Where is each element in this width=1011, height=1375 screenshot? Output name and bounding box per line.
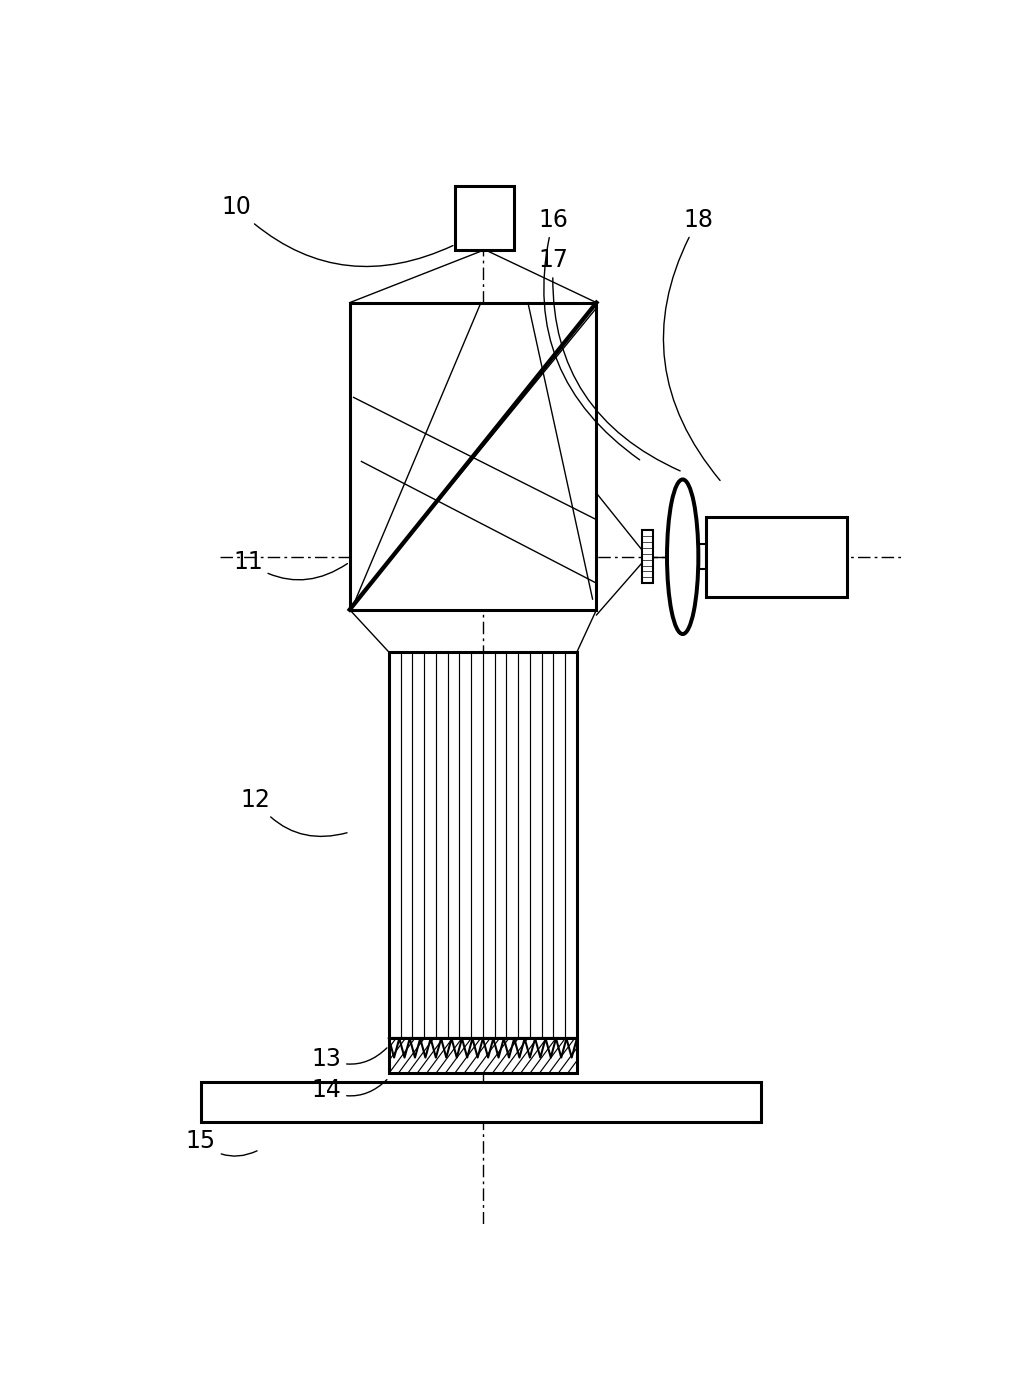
Bar bbox=[389, 1038, 577, 1074]
Bar bbox=[642, 531, 653, 583]
Text: 15: 15 bbox=[186, 1129, 257, 1156]
Bar bbox=[389, 652, 577, 1038]
Bar bbox=[455, 186, 515, 250]
Text: 11: 11 bbox=[233, 550, 348, 580]
Bar bbox=[201, 1082, 761, 1122]
Text: 16: 16 bbox=[539, 208, 640, 459]
Bar bbox=[699, 544, 706, 569]
Text: 17: 17 bbox=[539, 249, 680, 470]
Text: 18: 18 bbox=[663, 208, 720, 480]
Ellipse shape bbox=[667, 480, 699, 634]
Text: 10: 10 bbox=[221, 195, 453, 267]
Text: 14: 14 bbox=[311, 1078, 387, 1103]
Text: 12: 12 bbox=[241, 788, 347, 836]
Bar bbox=[706, 517, 847, 597]
Bar bbox=[350, 302, 596, 609]
Text: 13: 13 bbox=[311, 1046, 387, 1071]
